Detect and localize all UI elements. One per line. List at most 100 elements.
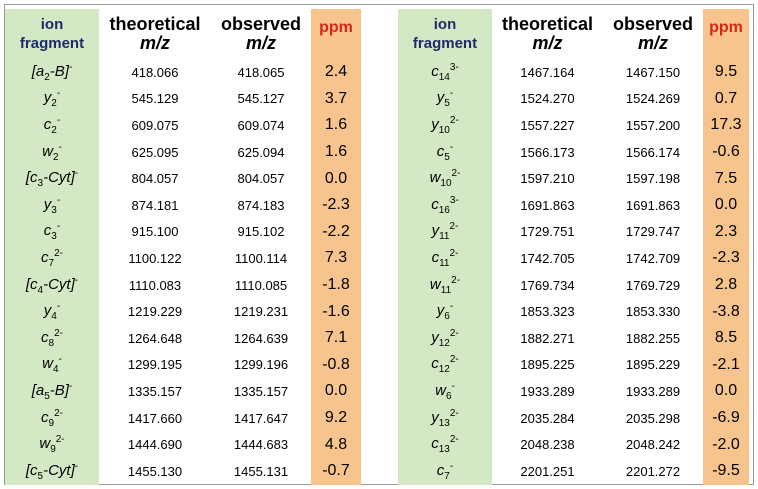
ion-index: 2 (51, 98, 57, 110)
ppm-cell: 1.6 (311, 138, 361, 166)
header-theoretical-line1: theoretical (501, 14, 594, 34)
observed-mz-cell: 1933.289 (625, 383, 681, 399)
ppm-cell: 2.4 (311, 59, 361, 86)
table-header-row: ion fragment theoretical m/z observed m/… (5, 9, 361, 59)
theoretical-mz-cell: 1444.690 (127, 437, 183, 453)
ppm-cell: -0.6 (703, 138, 749, 166)
fragment-table-right: ion fragment theoretical m/z observed m/… (398, 9, 749, 485)
ion-index: 14 (438, 71, 450, 83)
ion-fragment-cell: y4- (5, 298, 99, 325)
ion-charge: - (56, 194, 61, 206)
header-ppm-label: ppm (319, 19, 353, 36)
theoretical-mz-cell: 1455.130 (127, 463, 183, 479)
fragment-table-frame: ion fragment theoretical m/z observed m/… (4, 4, 754, 485)
theoretical-mz-cell: 1219.229 (127, 304, 183, 320)
table-row: [a5-B]- 1335.157 1335.157 0.0 (5, 378, 361, 405)
observed-mz-cell: 1264.639 (233, 330, 289, 346)
theoretical-mz-cell: 2048.238 (520, 437, 575, 453)
ion-symbol: c (436, 142, 445, 160)
theoretical-mz-cell: 1882.271 (520, 330, 575, 346)
ion-index: 9 (48, 417, 55, 429)
theoretical-mz-cell: 1557.227 (520, 117, 575, 133)
ion-symbol: c (431, 248, 440, 266)
ion-index: 10 (440, 178, 452, 190)
theoretical-mz-cell: 1691.863 (520, 197, 575, 213)
header-ion-fragment: ion fragment (5, 9, 99, 59)
fragment-table-left: ion fragment theoretical m/z observed m/… (5, 9, 361, 485)
ion-charge: - (58, 141, 62, 153)
ion-index: 16 (438, 204, 450, 216)
ion-fragment-cell: c72- (5, 245, 99, 272)
ppm-cell: 1.6 (311, 112, 361, 139)
header-ppm: ppm (311, 9, 361, 59)
observed-mz-cell: 1557.200 (625, 117, 681, 133)
ion-suffix: -Cyt] (43, 169, 75, 187)
theoretical-mz-cell: 874.181 (131, 197, 179, 213)
ion-fragment-cell: w2- (5, 138, 99, 166)
ion-charge: - (449, 301, 454, 313)
ion-suffix: -Cyt] (43, 275, 75, 293)
header-ion-line1: ion (433, 16, 457, 33)
ion-symbol: w (39, 435, 51, 453)
theoretical-mz-cell: 625.095 (131, 144, 179, 160)
ion-fragment-cell: c2- (5, 112, 99, 139)
ppm-cell: 0.0 (703, 378, 749, 405)
ion-charge: 2- (54, 407, 63, 419)
ion-symbol: c (431, 355, 439, 373)
table-row: w6- 1933.289 1933.289 0.0 (398, 378, 749, 405)
observed-mz-cell: 804.057 (237, 171, 285, 187)
ion-charge: - (56, 88, 61, 100)
observed-mz-cell: 1691.863 (625, 197, 681, 213)
ppm-cell: -0.8 (311, 351, 361, 379)
table-row: c7- 2201.251 2201.272 -9.5 (398, 457, 749, 485)
ion-fragment-cell: c163- (398, 191, 492, 219)
ion-index: 6 (444, 311, 450, 323)
ion-symbol: y (431, 328, 439, 346)
ppm-cell: 3.7 (311, 85, 361, 113)
ion-charge: - (74, 168, 79, 180)
theoretical-mz-cell: 1100.122 (128, 250, 182, 266)
observed-mz-cell: 1882.255 (625, 330, 681, 346)
ion-charge: - (74, 460, 79, 472)
ion-symbol: c (431, 195, 439, 213)
ion-index: 6 (445, 390, 452, 402)
ion-symbol: y (43, 89, 52, 107)
table-row: y6- 1853.323 1853.330 -3.8 (398, 298, 749, 325)
ion-fragment-cell: c143- (398, 59, 492, 86)
ion-index: 9 (50, 444, 56, 456)
observed-mz-cell: 2048.242 (625, 437, 681, 453)
ion-charge: - (56, 301, 61, 313)
ppm-cell: -0.7 (311, 457, 361, 485)
header-observed-line1: observed (612, 14, 694, 34)
ion-charge: - (451, 380, 455, 392)
header-observed: observed m/z (211, 9, 311, 59)
ion-fragment-cell: y102- (398, 112, 492, 139)
ion-fragment-cell: w112- (398, 271, 492, 299)
ion-charge: - (68, 61, 73, 73)
table-header-row: ion fragment theoretical m/z observed m/… (398, 9, 749, 59)
ion-index: 11 (439, 231, 450, 243)
observed-mz-cell: 1417.647 (233, 410, 289, 426)
ion-symbol: c (436, 461, 445, 479)
theoretical-mz-cell: 1769.734 (520, 277, 575, 293)
theoretical-mz-cell: 1467.164 (520, 64, 575, 80)
table-row: c3- 915.100 915.102 -2.2 (5, 218, 361, 246)
ion-symbol: [c (25, 169, 38, 187)
ion-symbol: c (43, 222, 52, 240)
ion-suffix: -B] (49, 62, 69, 80)
ppm-cell: 0.0 (311, 378, 361, 405)
ion-charge: 2- (449, 327, 459, 339)
ion-symbol: [a (31, 381, 45, 399)
ion-fragment-cell: c7- (398, 457, 492, 485)
observed-mz-cell: 1455.131 (233, 463, 289, 479)
theoretical-mz-cell: 1853.323 (520, 304, 575, 320)
observed-mz-cell: 418.065 (237, 64, 285, 80)
ion-fragment-cell: w102- (398, 165, 492, 192)
ion-fragment-cell: y112- (398, 218, 492, 246)
ppm-cell: -9.5 (703, 457, 749, 485)
ion-symbol: c (41, 248, 49, 266)
ion-fragment-cell: y3- (5, 191, 99, 219)
header-observed-line2: m/z (245, 33, 276, 53)
ion-symbol: w (429, 169, 441, 187)
ion-charge: 2- (55, 434, 65, 446)
